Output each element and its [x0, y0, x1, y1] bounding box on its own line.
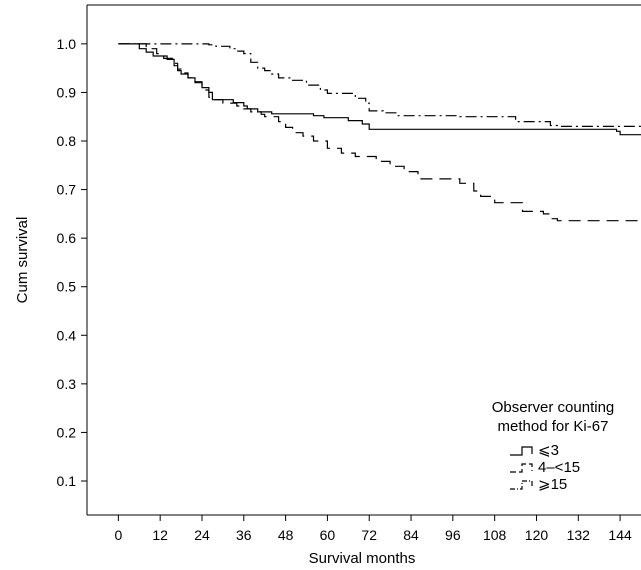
- y-tick-label: 0.8: [57, 133, 77, 149]
- legend-label-3: ⩾15: [538, 476, 567, 493]
- x-tick-label: 60: [320, 527, 336, 543]
- x-tick-label: 96: [445, 527, 461, 543]
- legend-label-2: 4–<15: [538, 459, 580, 476]
- legend-entries: ⩽34–<15⩾15: [510, 442, 580, 493]
- legend-swatch-2: [510, 463, 533, 473]
- x-tick-label: 48: [278, 527, 294, 543]
- y-tick-label: 0.5: [57, 279, 77, 295]
- y-tick-label: 0.6: [57, 230, 77, 246]
- series-layer: [118, 43, 641, 222]
- y-tick-label: 0.2: [57, 424, 77, 440]
- x-tick-label: 84: [403, 527, 419, 543]
- series-line-1: [118, 43, 641, 136]
- plot-frame: [86, 4, 641, 516]
- x-tick-label: 12: [152, 527, 168, 543]
- x-tick-label: 144: [608, 527, 632, 543]
- x-tick-label: 72: [361, 527, 377, 543]
- x-tick-label: 24: [194, 527, 210, 543]
- x-tick-label: 108: [483, 527, 507, 543]
- y-axis-ticks: 0.1 0.2 0.3 0.4 0.5 0.6 0.7 0.8 0.9 1.0: [57, 36, 87, 489]
- legend-swatch-1: [510, 446, 533, 456]
- y-tick-label: 0.9: [57, 84, 77, 100]
- x-tick-label: 36: [236, 527, 252, 543]
- y-axis-label: Cum survival: [14, 217, 31, 304]
- y-tick-label: 0.3: [57, 376, 77, 392]
- series-line-3: [118, 43, 641, 127]
- series-line-2: [118, 43, 641, 222]
- x-tick-label: 0: [114, 527, 122, 543]
- legend: Observer counting method for Ki-67 ⩽34–<…: [492, 399, 615, 493]
- x-tick-label: 132: [567, 527, 591, 543]
- x-tick-label: 120: [525, 527, 549, 543]
- x-axis-ticks: 0 12 24 36 48 60 72 84 96 108 120 132 144: [114, 515, 632, 543]
- legend-swatch-3: [510, 480, 533, 490]
- legend-title-line-2: method for Ki-67: [498, 418, 609, 435]
- y-tick-label: 0.4: [57, 327, 77, 343]
- y-tick-label: 0.7: [57, 182, 77, 198]
- legend-label-1: ⩽3: [538, 442, 559, 459]
- x-axis-label: Survival months: [309, 550, 416, 567]
- legend-title-line-1: Observer counting: [492, 399, 615, 416]
- y-tick-label: 0.1: [57, 473, 77, 489]
- y-tick-label: 1.0: [57, 36, 77, 52]
